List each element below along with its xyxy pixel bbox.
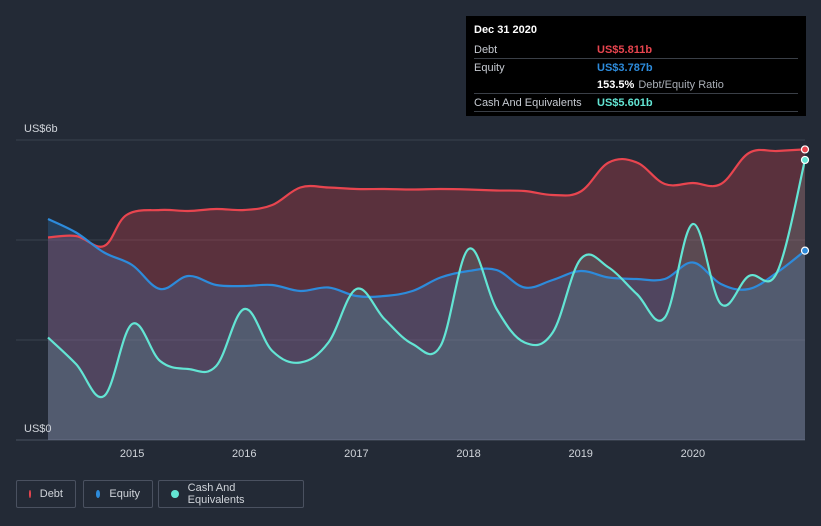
x-tick-label: 2018 <box>456 448 480 460</box>
legend-debt-label: Debt <box>39 488 63 500</box>
tooltip-equity-label: Equity <box>474 61 505 74</box>
x-tick-label: 2015 <box>120 448 144 460</box>
tooltip-ratio-value: 153.5% <box>597 78 635 91</box>
data-tooltip: Dec 31 2020 Debt US$5.811b Equity US$3.7… <box>466 16 806 116</box>
x-tick-label: 2020 <box>681 448 705 460</box>
tooltip-ratio-label: Debt/Equity Ratio <box>638 78 724 91</box>
x-axis-labels: 2015 2016 2017 2018 2019 2020 <box>120 448 705 460</box>
tooltip-date: Dec 31 2020 <box>474 24 537 36</box>
legend-cash-dot <box>171 490 179 498</box>
tooltip-row-equity: Equity US$3.787b <box>474 59 798 76</box>
cash-and-equivalents-area <box>48 159 805 440</box>
tooltip-row-debt: Debt US$5.811b <box>474 41 798 59</box>
tooltip-row-ratio: 153.5% Debt/Equity Ratio <box>474 76 798 94</box>
series-areas <box>48 149 805 440</box>
tooltip-cash-value: US$5.601b <box>597 96 653 109</box>
legend-debt-dot <box>29 490 31 498</box>
series-lines <box>47 148 807 399</box>
series-endpoints <box>800 145 810 255</box>
x-tick-label: 2019 <box>568 448 592 460</box>
equity-area <box>48 219 805 440</box>
x-tick-label: 2017 <box>344 448 368 460</box>
legend-equity[interactable]: Equity <box>83 480 153 508</box>
y-axis-labels: US$6b US$0 <box>24 123 58 435</box>
legend-equity-label: Equity <box>109 488 140 500</box>
legend-equity-dot <box>96 490 101 498</box>
x-tick-label: 2016 <box>232 448 256 460</box>
y-tick-label: US$6b <box>24 123 58 135</box>
debt-area <box>48 149 805 440</box>
equity-endpoint <box>800 246 810 255</box>
tooltip-debt-value: US$5.811b <box>597 43 653 56</box>
tooltip-cash-label: Cash And Equivalents <box>474 96 582 109</box>
y-tick-label: US$0 <box>24 423 52 435</box>
cash-and-equivalents-line <box>47 159 807 399</box>
debt-endpoint <box>800 145 810 154</box>
tooltip-row-cash: Cash And Equivalents US$5.601b <box>474 94 798 112</box>
legend-cash-label: Cash And Equivalents <box>187 482 245 506</box>
legend-cash[interactable]: Cash And Equivalents <box>158 480 304 508</box>
debt-line <box>47 148 806 248</box>
legend-debt[interactable]: Debt <box>16 480 76 508</box>
tooltip-equity-value: US$3.787b <box>597 61 653 74</box>
tooltip-debt-label: Debt <box>474 43 498 56</box>
cash-and-equivalents-endpoint <box>800 155 810 165</box>
